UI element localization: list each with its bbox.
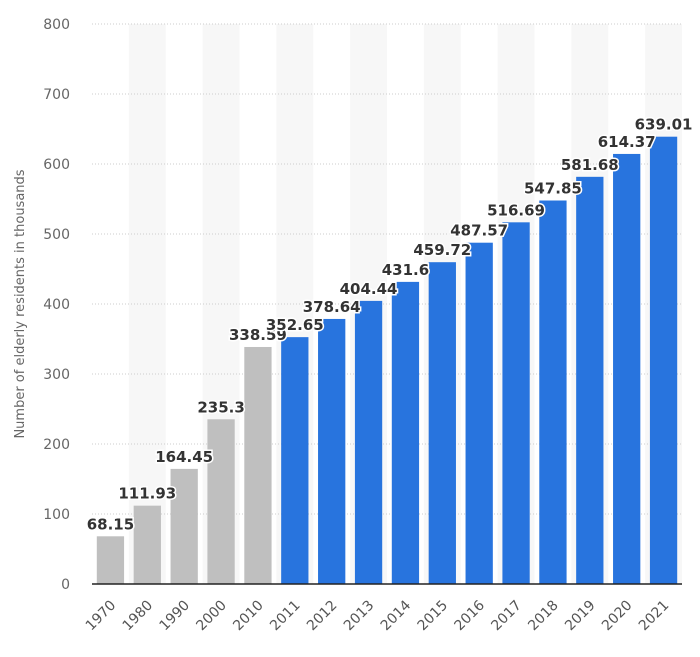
y-tick-label: 100 [43,507,70,523]
bar-1980[interactable] [133,505,161,584]
x-tick-label: 1970 [83,598,120,635]
data-label: 111.93 [118,485,176,503]
data-label: 581.68 [561,156,619,174]
gridlines [92,23,682,515]
x-tick-label: 2017 [488,598,525,635]
data-label: 459.72 [413,241,471,259]
data-label: 431.6 [382,261,429,279]
x-tick-label: 2012 [304,598,341,635]
y-tick-label: 800 [43,17,70,33]
bar-2018[interactable] [539,200,567,584]
bar-2021[interactable] [649,136,678,584]
y-tick-label: 500 [43,227,70,243]
y-tick-label: 200 [43,437,70,453]
y-tick-label: 300 [43,367,70,383]
x-tick-label: 2015 [415,598,452,635]
x-tick-label: 2021 [636,598,673,635]
data-label: 352.65 [266,316,324,334]
data-label: 639.01 [635,116,693,134]
x-tick-label: 2010 [230,598,267,635]
y-tick-label: 0 [61,577,70,593]
data-label: 378.64 [303,298,361,316]
data-label: 487.57 [450,222,508,240]
bar-1970[interactable] [96,536,125,584]
data-labels: 68.15 111.93 164.45 235.3 338.59352.65378.64… [85,114,694,535]
bar-2012[interactable] [318,318,346,584]
x-tick-label: 1990 [157,598,194,635]
bar-2010[interactable] [244,346,272,584]
bar-2017[interactable] [502,222,530,584]
data-label: 235.3 [197,398,244,416]
bar-2000[interactable] [207,419,235,584]
bar-2011[interactable] [281,337,309,584]
x-axis-ticks: 1970 1980 1990 2000 2010 2011 2012 2013 2014 2015… [83,597,673,634]
x-tick-label: 2011 [267,598,304,635]
y-tick-label: 700 [43,87,70,103]
bars [96,136,678,585]
y-axis-label: Number of elderly residents in thousands [13,169,28,438]
data-label: 338.59 [229,326,287,344]
x-tick-label: 2014 [378,597,415,634]
x-tick-label: 2019 [562,598,599,635]
bar-2019[interactable] [576,176,604,584]
data-label: 68.15 [87,515,134,533]
bar-2016[interactable] [465,242,493,585]
data-label: 614.37 [598,133,656,151]
y-tick-label: 400 [43,297,70,313]
background-band [128,24,166,584]
data-label: 547.85 [524,180,582,198]
x-tick-label: 2016 [452,597,489,634]
data-label: 516.69 [487,201,545,219]
bar-2015[interactable] [428,262,456,584]
y-tick-label: 600 [43,157,70,173]
x-tick-label: 2013 [341,598,378,635]
x-tick-label: 1980 [120,598,157,635]
bar-1990[interactable] [170,468,198,584]
data-label: 164.45 [155,448,213,466]
bar-2013[interactable] [354,300,383,584]
data-label: 404.44 [340,280,398,298]
x-tick-label: 2000 [193,598,230,635]
y-axis-ticks: 0 100 200 300 400 500 600 700 800 [43,17,70,593]
bar-2020[interactable] [613,153,641,585]
bar-2014[interactable] [391,281,420,584]
x-tick-label: 2020 [599,598,636,635]
x-tick-label: 2018 [525,598,562,635]
